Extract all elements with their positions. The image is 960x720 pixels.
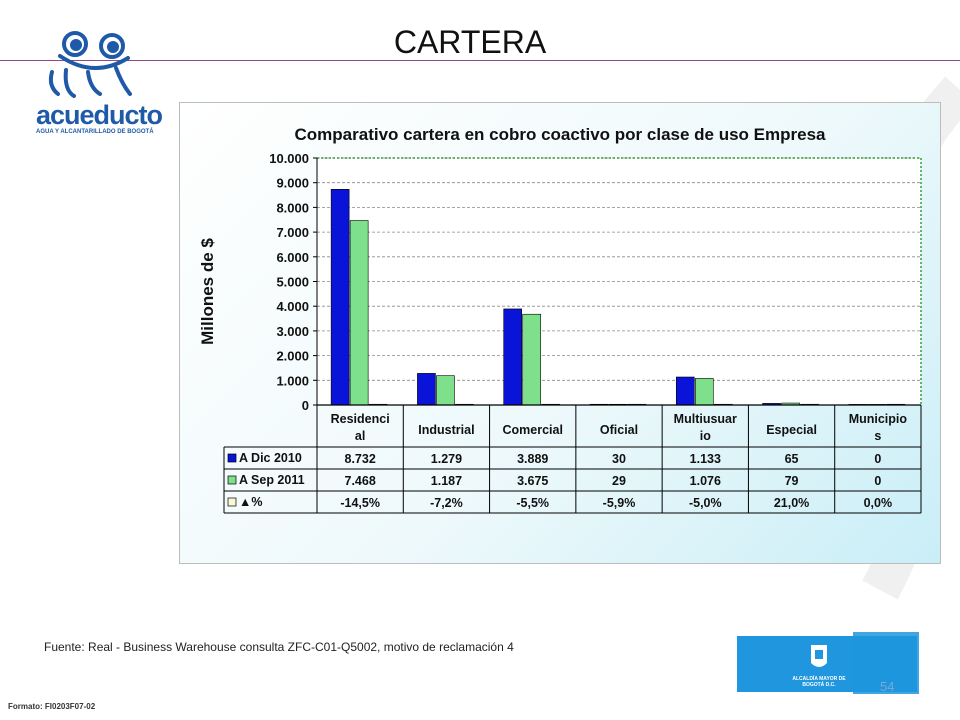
bar-sep-2011 — [522, 313, 542, 406]
category-label-line: Municipio — [849, 412, 908, 426]
y-tick-label: 4.000 — [276, 299, 309, 314]
y-tick-label: 3.000 — [276, 324, 309, 339]
category-label-line: s — [874, 429, 881, 443]
data-label: 8.732 — [345, 452, 376, 466]
logo-subtitle: AGUA Y ALCANTARILLADO DE BOGOTÁ — [36, 129, 154, 135]
seal-caption: ALCALDÍA MAYOR DE BOGOTÁ D.C. — [792, 676, 846, 688]
legend-key — [227, 453, 237, 463]
data-label: -7,2% — [430, 496, 463, 510]
y-tick-label: 2.000 — [276, 349, 309, 364]
y-tick-label: 7.000 — [276, 225, 309, 240]
data-label: 3.889 — [517, 452, 548, 466]
footer-blue-square — [853, 632, 919, 694]
y-tick-label: 9.000 — [276, 176, 309, 191]
category-label-line: al — [355, 429, 365, 443]
data-label: 21,0% — [774, 496, 809, 510]
data-label: 7.468 — [345, 474, 376, 488]
data-label: 1.076 — [690, 474, 721, 488]
page-number: 54 — [880, 679, 895, 694]
bar-dic-2010 — [675, 376, 695, 406]
data-label: 79 — [785, 474, 799, 488]
category-label-line: io — [700, 429, 711, 443]
category-label-line: Multiusuar — [674, 412, 737, 426]
bar-dic-2010 — [503, 308, 523, 406]
data-label: -5,9% — [603, 496, 636, 510]
data-label: -5,0% — [689, 496, 722, 510]
data-label: 0 — [874, 474, 881, 488]
y-tick-label: 10.000 — [269, 151, 309, 166]
data-label: 3.675 — [517, 474, 548, 488]
logo-wordmark: acueducto — [36, 100, 163, 130]
bogota-seal-icon — [811, 645, 827, 667]
title-rule — [0, 60, 960, 61]
legend-key — [227, 497, 237, 507]
y-tick-label: 8.000 — [276, 200, 309, 215]
category-label-line: Residenci — [331, 412, 390, 426]
data-label: 29 — [612, 474, 626, 488]
data-label: -14,5% — [340, 496, 380, 510]
y-tick-label: 6.000 — [276, 250, 309, 265]
source-note: Fuente: Real - Business Warehouse consul… — [44, 640, 514, 654]
legend-label: ▲% — [239, 495, 263, 509]
slide-title: CARTERA — [393, 24, 547, 60]
bar-sep-2011 — [349, 220, 369, 406]
data-label: 1.187 — [431, 474, 462, 488]
data-label: 0,0% — [864, 496, 893, 510]
chart-frame: Comparativo cartera en cobro coactivo po… — [179, 102, 941, 564]
data-label: 1.133 — [690, 452, 721, 466]
legend-key — [227, 475, 237, 485]
data-label: 65 — [785, 452, 799, 466]
category-label: Especial — [766, 423, 817, 437]
y-tick-label: 5.000 — [276, 275, 309, 290]
legend-label: A Sep 2011 — [239, 473, 305, 487]
bar-dic-2010 — [330, 189, 350, 406]
category-label: Industrial — [418, 423, 474, 437]
category-label: Comercial — [502, 423, 562, 437]
frog-icon — [48, 31, 132, 98]
data-label: 0 — [874, 452, 881, 466]
bar-dic-2010 — [417, 373, 436, 406]
category-label: Oficial — [600, 423, 638, 437]
acueducto-logo — [48, 31, 132, 98]
bar-sep-2011 — [436, 375, 455, 406]
chart-title: Comparativo cartera en cobro coactivo po… — [295, 125, 827, 144]
data-label: 1.279 — [431, 452, 462, 466]
bar-sep-2011 — [694, 378, 714, 406]
y-tick-label: 0 — [302, 398, 309, 413]
y-axis-label: Millones de $ — [198, 238, 217, 345]
legend-label: A Dic 2010 — [239, 451, 302, 465]
data-label: -5,5% — [516, 496, 549, 510]
bar-chart: Comparativo cartera en cobro coactivo po… — [198, 125, 922, 514]
format-code: Formato: FI0203F07-02 — [8, 702, 96, 711]
y-tick-label: 1.000 — [276, 373, 309, 388]
data-label: 30 — [612, 452, 626, 466]
